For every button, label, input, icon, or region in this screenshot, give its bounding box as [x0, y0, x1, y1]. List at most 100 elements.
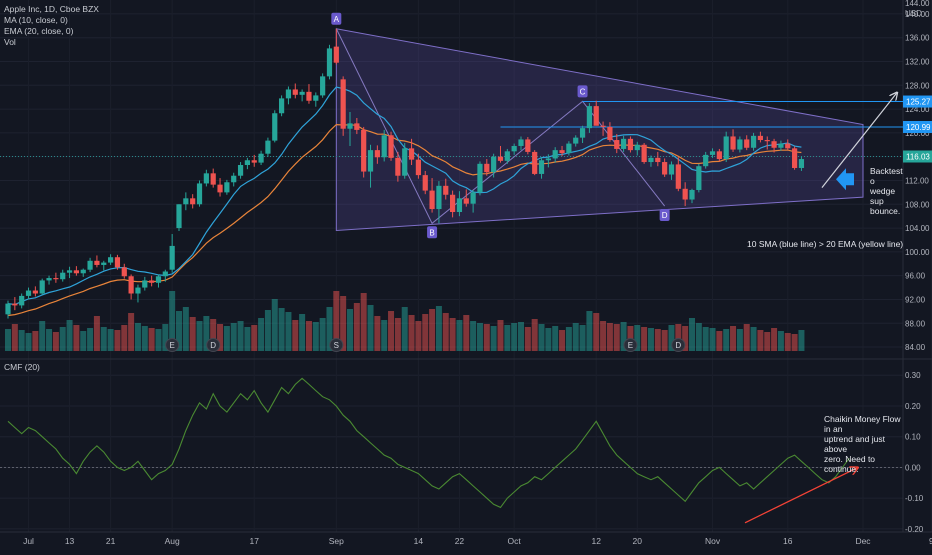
- candle-body: [703, 154, 709, 167]
- candle-body: [422, 175, 428, 191]
- candle-body: [730, 136, 736, 150]
- price-tick-label: 88.00: [905, 319, 926, 328]
- candle-body: [224, 182, 230, 193]
- candle-body: [600, 125, 606, 127]
- wedge-area: [335, 28, 864, 231]
- time-tick-label: 13: [65, 536, 75, 546]
- candle-body: [586, 106, 592, 129]
- candle-body: [757, 135, 763, 141]
- volume-bar: [107, 329, 114, 351]
- volume-bar: [764, 332, 771, 351]
- candle-body: [402, 148, 408, 176]
- volume-bar: [538, 324, 545, 351]
- volume-bar: [128, 313, 135, 351]
- price-tick-label: 112.00: [905, 176, 929, 185]
- volume-bar: [791, 334, 798, 351]
- candle-body: [436, 185, 442, 210]
- candle-body: [347, 123, 353, 129]
- price-tick-label: 140.00: [905, 10, 930, 19]
- volume-bar: [87, 328, 94, 351]
- volume-bar: [305, 321, 312, 351]
- candle-body: [128, 276, 134, 294]
- volume-bar: [668, 325, 675, 351]
- candle-body: [477, 163, 483, 193]
- candle-body: [463, 198, 469, 204]
- volume-bar: [524, 327, 531, 351]
- volume-bar: [278, 308, 285, 351]
- volume-bar: [292, 320, 299, 351]
- volume-bar: [463, 315, 470, 351]
- wedge-point-label: A: [334, 15, 340, 24]
- volume-bar: [689, 318, 695, 351]
- volume-bar: [771, 328, 778, 351]
- candle-body: [101, 262, 107, 265]
- price-top-tick-label: 144.00: [905, 0, 930, 8]
- price-tick-label: 104.00: [905, 224, 930, 233]
- cmf-tick-label: -0.20: [905, 525, 924, 534]
- candle-body: [689, 189, 695, 200]
- volume-bar: [52, 332, 59, 351]
- volume-bar: [449, 318, 456, 351]
- volume-bar: [319, 318, 326, 351]
- cmf-tick-label: 0.00: [905, 463, 921, 472]
- candle-body: [142, 280, 148, 288]
- volume-bar: [483, 324, 490, 351]
- volume-bar: [702, 327, 709, 351]
- volume-bar: [264, 310, 271, 351]
- volume-bar: [312, 322, 319, 351]
- volume-bar: [422, 314, 429, 351]
- volume-bar: [497, 320, 504, 351]
- price-level-label: 116.03: [906, 152, 930, 161]
- wedge-point-badge: [427, 226, 438, 239]
- backtest-note: Backtest o wedge sup bounce.: [870, 166, 906, 216]
- time-tick-label: 21: [106, 536, 116, 546]
- cmf-legend: CMF (20): [4, 362, 40, 373]
- volume-bar: [134, 323, 141, 351]
- time-tick-label: Oct: [508, 536, 522, 546]
- time-tick-label: Jul: [23, 536, 34, 546]
- volume-bar: [750, 327, 757, 351]
- candle-body: [361, 129, 367, 172]
- price-level-badge: [903, 120, 932, 133]
- time-tick-label: Sep: [329, 536, 344, 546]
- event-marker: [623, 338, 638, 352]
- candle-body: [292, 89, 298, 95]
- candle-body: [566, 143, 572, 154]
- candle-body: [237, 165, 244, 176]
- price-level-badge: [903, 95, 932, 108]
- candle-body: [5, 303, 11, 315]
- volume-bar: [723, 329, 730, 351]
- candle-body: [155, 276, 162, 283]
- wedge-point-label: B: [429, 228, 434, 237]
- volume-bar: [230, 323, 237, 351]
- volume-bar: [114, 330, 121, 351]
- candle-body: [579, 128, 586, 138]
- candle-body: [354, 123, 360, 130]
- volume-bar: [743, 324, 750, 351]
- volume-bar: [360, 293, 367, 351]
- price-axis-unit: USD: [905, 9, 922, 18]
- volume-bar: [682, 326, 689, 351]
- candle-body: [696, 166, 702, 190]
- volume-bar: [100, 327, 107, 351]
- candle-body: [388, 135, 394, 158]
- volume-bar: [476, 323, 483, 351]
- candle-body: [217, 184, 223, 193]
- candle-body: [504, 151, 510, 161]
- candle-body: [258, 153, 264, 163]
- candle-body: [443, 185, 449, 195]
- sma-ema-note: 10 SMA (blue line) > 20 EMA (yellow line…: [747, 239, 904, 249]
- candle-body: [299, 91, 305, 95]
- time-tick-label: 12: [592, 536, 602, 546]
- candle-body: [518, 139, 524, 146]
- candle-body: [326, 48, 333, 77]
- volume-bar: [572, 323, 579, 351]
- time-tick-label: 14: [414, 536, 424, 546]
- volume-bar: [141, 326, 148, 351]
- volume-bar: [511, 323, 518, 351]
- candle-body: [340, 79, 346, 129]
- price-tick-label: 132.00: [905, 57, 930, 66]
- candle-body: [381, 135, 387, 158]
- volume-bar: [429, 309, 436, 351]
